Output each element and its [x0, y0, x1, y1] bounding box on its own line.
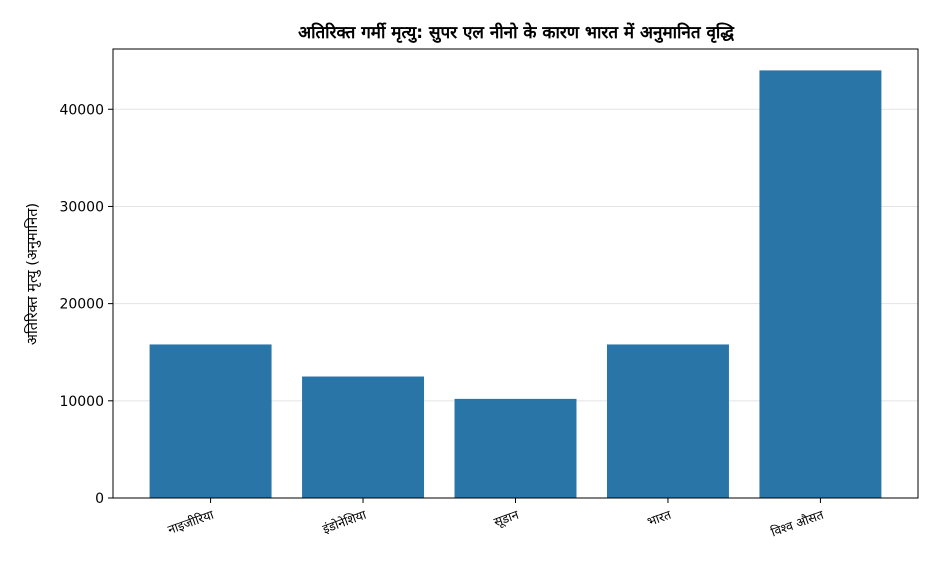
x-tick-label: नाइजीरिया [166, 506, 217, 537]
bars [149, 70, 882, 498]
chart-title: अतिरिक्त गर्मी मृत्यु: सुपर एल नीनो के क… [298, 22, 735, 43]
x-tick-label: विश्व औसत [769, 506, 826, 539]
x-axis-ticks: नाइजीरिया इंडोनेशिया सूडान भारत विश्व औसत [166, 498, 826, 540]
y-tick-label: 30000 [59, 199, 104, 215]
bar [454, 398, 577, 498]
bar [759, 70, 882, 498]
x-tick-label: भारत [645, 506, 674, 529]
y-axis-ticks: 0 10000 20000 30000 40000 [59, 102, 113, 507]
x-tick-label: सूडान [492, 506, 522, 530]
y-tick-label: 40000 [59, 102, 104, 118]
y-axis-label: अतिरिक्त मृत्यु (अनुमानित) [24, 203, 41, 345]
y-tick-label: 20000 [59, 297, 104, 313]
y-tick-label: 10000 [59, 394, 104, 410]
bar [606, 344, 729, 498]
x-tick-label: इंडोनेशिया [320, 506, 368, 536]
bar [149, 344, 272, 498]
bar [302, 376, 425, 498]
y-tick-label: 0 [95, 491, 104, 507]
